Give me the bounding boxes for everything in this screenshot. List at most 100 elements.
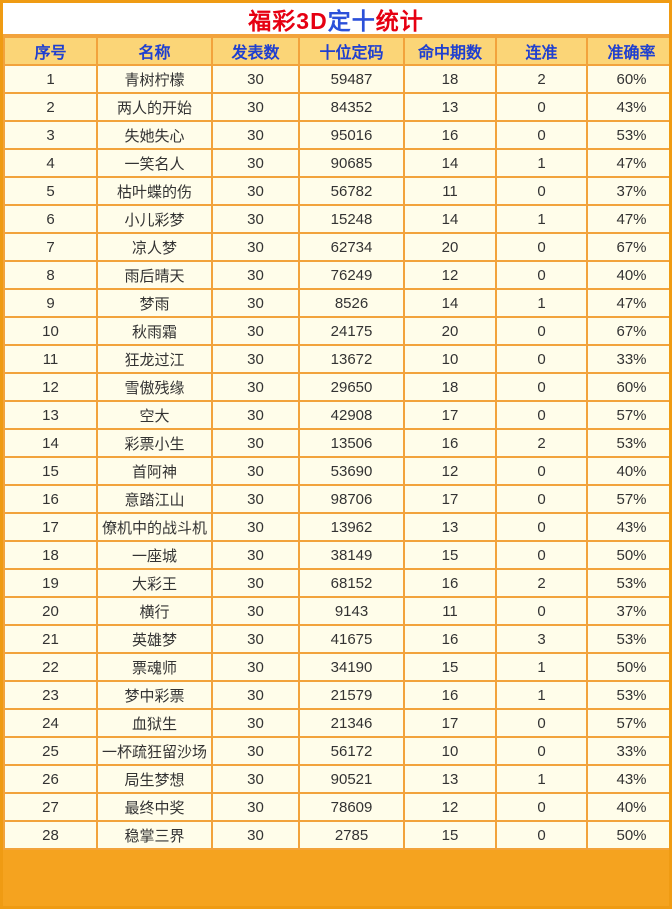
cell-accuracy: 47% (586, 288, 669, 318)
cell-name: 一杯疏狂留沙场 (96, 736, 213, 766)
cell-hit-periods: 11 (403, 596, 497, 626)
stats-table: 序号 名称 发表数 十位定码 命中期数 连准 准确率 1 青树柠檬 30 594… (3, 36, 669, 850)
cell-streak: 2 (495, 568, 588, 598)
cell-tens-code: 62734 (298, 232, 405, 262)
cell-published-count: 30 (211, 652, 300, 682)
table-row: 10 秋雨霜 30 24175 20 0 67% (3, 316, 669, 346)
cell-published-count: 30 (211, 484, 300, 514)
cell-tens-code: 90685 (298, 148, 405, 178)
cell-streak: 0 (495, 260, 588, 290)
cell-streak: 2 (495, 428, 588, 458)
cell-streak: 1 (495, 148, 588, 178)
table-row: 25 一杯疏狂留沙场 30 56172 10 0 33% (3, 736, 669, 766)
cell-hit-periods: 16 (403, 680, 497, 710)
cell-serial: 2 (3, 92, 98, 122)
table-row: 5 枯叶蝶的伤 30 56782 11 0 37% (3, 176, 669, 206)
cell-published-count: 30 (211, 624, 300, 654)
cell-published-count: 30 (211, 708, 300, 738)
table-body: 1 青树柠檬 30 59487 18 2 60% 2 两人的开始 30 8435… (3, 64, 669, 850)
cell-accuracy: 43% (586, 512, 669, 542)
cell-serial: 22 (3, 652, 98, 682)
cell-hit-periods: 14 (403, 148, 497, 178)
cell-published-count: 30 (211, 232, 300, 262)
cell-published-count: 30 (211, 204, 300, 234)
cell-hit-periods: 20 (403, 316, 497, 346)
cell-accuracy: 43% (586, 92, 669, 122)
table-row: 11 狂龙过江 30 13672 10 0 33% (3, 344, 669, 374)
column-header-hits: 命中期数 (403, 36, 497, 66)
cell-streak: 2 (495, 64, 588, 94)
cell-streak: 0 (495, 512, 588, 542)
cell-serial: 4 (3, 148, 98, 178)
cell-published-count: 30 (211, 680, 300, 710)
cell-accuracy: 50% (586, 540, 669, 570)
column-header-tens-code: 十位定码 (298, 36, 405, 66)
cell-hit-periods: 12 (403, 260, 497, 290)
cell-accuracy: 50% (586, 652, 669, 682)
cell-tens-code: 41675 (298, 624, 405, 654)
cell-accuracy: 40% (586, 260, 669, 290)
column-header-accuracy: 准确率 (586, 36, 669, 66)
cell-published-count: 30 (211, 764, 300, 794)
cell-accuracy: 67% (586, 316, 669, 346)
cell-accuracy: 57% (586, 708, 669, 738)
table-row: 16 意踏江山 30 98706 17 0 57% (3, 484, 669, 514)
cell-tens-code: 21579 (298, 680, 405, 710)
table-row: 12 雪傲残缘 30 29650 18 0 60% (3, 372, 669, 402)
cell-accuracy: 40% (586, 792, 669, 822)
cell-hit-periods: 13 (403, 764, 497, 794)
cell-streak: 0 (495, 596, 588, 626)
cell-published-count: 30 (211, 820, 300, 850)
cell-name: 一笑名人 (96, 148, 213, 178)
table-row: 14 彩票小生 30 13506 16 2 53% (3, 428, 669, 458)
cell-published-count: 30 (211, 372, 300, 402)
cell-serial: 3 (3, 120, 98, 150)
table-row: 20 横行 30 9143 11 0 37% (3, 596, 669, 626)
cell-hit-periods: 16 (403, 568, 497, 598)
cell-tens-code: 42908 (298, 400, 405, 430)
table-row: 4 一笑名人 30 90685 14 1 47% (3, 148, 669, 178)
cell-published-count: 30 (211, 148, 300, 178)
table-row: 6 小儿彩梦 30 15248 14 1 47% (3, 204, 669, 234)
cell-name: 雪傲残缘 (96, 372, 213, 402)
cell-streak: 3 (495, 624, 588, 654)
table-row: 7 凉人梦 30 62734 20 0 67% (3, 232, 669, 262)
cell-tens-code: 38149 (298, 540, 405, 570)
cell-published-count: 30 (211, 344, 300, 374)
cell-published-count: 30 (211, 596, 300, 626)
cell-name: 两人的开始 (96, 92, 213, 122)
cell-published-count: 30 (211, 64, 300, 94)
cell-streak: 0 (495, 540, 588, 570)
table-row: 15 首阿神 30 53690 12 0 40% (3, 456, 669, 486)
cell-hit-periods: 16 (403, 428, 497, 458)
title-segment-blue: 定十 (327, 7, 376, 34)
cell-tens-code: 29650 (298, 372, 405, 402)
cell-name: 僚机中的战斗机 (96, 512, 213, 542)
cell-streak: 0 (495, 372, 588, 402)
cell-serial: 20 (3, 596, 98, 626)
cell-streak: 0 (495, 736, 588, 766)
cell-hit-periods: 14 (403, 204, 497, 234)
cell-streak: 0 (495, 232, 588, 262)
table-row: 18 一座城 30 38149 15 0 50% (3, 540, 669, 570)
table-row: 24 血狱生 30 21346 17 0 57% (3, 708, 669, 738)
cell-streak: 0 (495, 820, 588, 850)
column-header-serial: 序号 (3, 36, 98, 66)
cell-name: 梦中彩票 (96, 680, 213, 710)
cell-accuracy: 57% (586, 400, 669, 430)
cell-serial: 24 (3, 708, 98, 738)
table-row: 9 梦雨 30 8526 14 1 47% (3, 288, 669, 318)
header-row: 序号 名称 发表数 十位定码 命中期数 连准 准确率 (3, 36, 669, 66)
cell-name: 青树柠檬 (96, 64, 213, 94)
table-row: 28 稳掌三界 30 2785 15 0 50% (3, 820, 669, 850)
cell-serial: 17 (3, 512, 98, 542)
cell-streak: 1 (495, 680, 588, 710)
cell-name: 失她失心 (96, 120, 213, 150)
cell-name: 凉人梦 (96, 232, 213, 262)
cell-hit-periods: 16 (403, 120, 497, 150)
cell-streak: 0 (495, 176, 588, 206)
column-header-streak: 连准 (495, 36, 588, 66)
cell-serial: 18 (3, 540, 98, 570)
cell-hit-periods: 15 (403, 652, 497, 682)
cell-tens-code: 15248 (298, 204, 405, 234)
